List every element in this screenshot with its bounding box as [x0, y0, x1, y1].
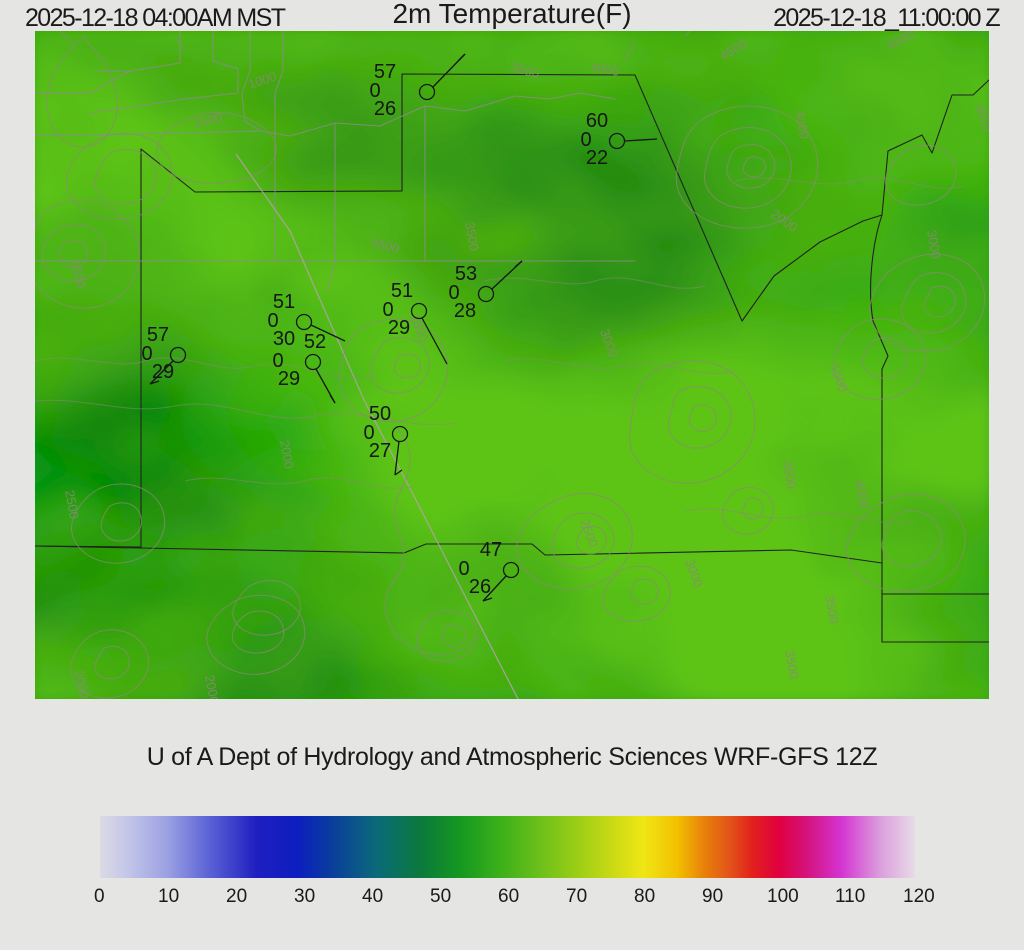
svg-text:26: 26 [469, 576, 491, 598]
svg-text:26: 26 [374, 98, 396, 120]
svg-text:47: 47 [480, 539, 502, 561]
svg-text:52: 52 [304, 331, 326, 353]
svg-text:28: 28 [454, 300, 476, 322]
svg-text:22: 22 [586, 147, 608, 169]
svg-text:51: 51 [391, 280, 413, 302]
svg-text:27: 27 [369, 440, 391, 462]
svg-text:29: 29 [278, 368, 300, 390]
svg-text:29: 29 [388, 317, 410, 339]
svg-text:29: 29 [152, 361, 174, 383]
svg-text:30: 30 [273, 328, 295, 350]
